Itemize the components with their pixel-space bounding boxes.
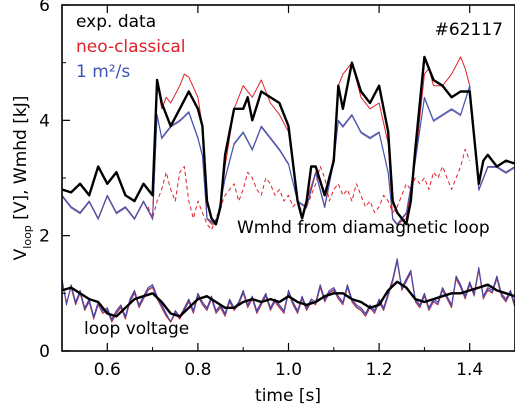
y-axis-label-sub: loop: [21, 225, 34, 249]
y-tick-label: 2: [39, 227, 50, 247]
y-tick-label: 4: [39, 111, 50, 131]
loop-voltage-annotation: loop voltage: [84, 319, 189, 339]
legend-1-m2s: 1 m²/s: [76, 62, 130, 82]
y-tick-label: 6: [39, 0, 50, 16]
x-tick-label: 0.6: [94, 360, 121, 380]
series-line-4: [61, 280, 515, 318]
shot-number: #62117: [435, 20, 503, 40]
x-tick-label: 1.4: [456, 360, 483, 380]
legend-neo-classical: neo-classical: [76, 37, 186, 57]
x-tick-label: 1.2: [366, 360, 393, 380]
legend-exp-data: exp. data: [76, 12, 156, 32]
x-tick-label: 1.0: [275, 360, 302, 380]
series-layer: [61, 55, 515, 323]
wmhd-annotation: Wmhd from diamagnetic loop: [237, 218, 490, 238]
y-tick-label: 0: [39, 342, 50, 362]
y-axis-label-rest: [V], Wmhd [kJ]: [11, 96, 31, 226]
x-axis-label: time [s]: [255, 386, 321, 406]
series-line-2: [61, 85, 515, 225]
y-axis-label-main: V: [11, 248, 31, 260]
series-line-7: [61, 260, 515, 322]
ticks-layer: 0.6 0.8 1.0 1.2 1.4 0 2 4 6: [39, 0, 515, 380]
x-tick-label: 0.8: [184, 360, 211, 380]
series-line-5: [61, 258, 515, 323]
series-line-purple-wmhd: [61, 86, 515, 227]
y-axis-label: Vloop [V], Wmhd [kJ]: [11, 96, 34, 261]
series-line-0: [61, 55, 515, 226]
